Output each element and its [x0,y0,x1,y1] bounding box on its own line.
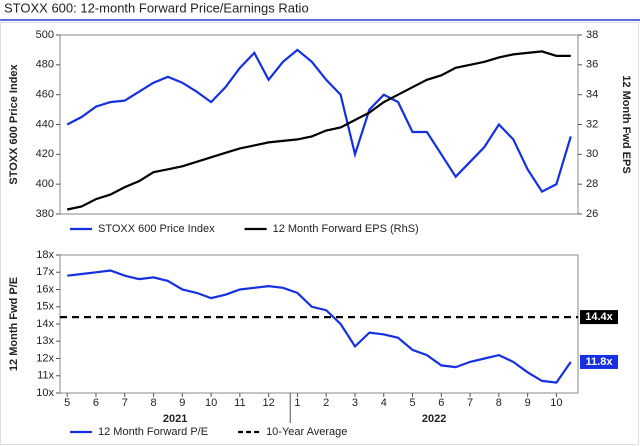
y-tick-label: 440 [36,118,54,130]
legend-label: 10-Year Average [266,426,347,438]
x-tick-label: 7 [122,397,128,409]
value-label: 11.8x [586,356,614,368]
x-tick-label: 11 [234,397,245,409]
y-tick-label: 460 [36,89,54,101]
y-tick-label: 480 [36,59,54,71]
x-tick-label: 7 [467,397,473,409]
y-tick-label: 420 [36,148,54,160]
y2-tick-label: 32 [586,118,598,130]
x-tick-label: 9 [525,397,531,409]
y2-tick-label: 36 [586,59,598,71]
x-tick-label: 3 [352,397,358,409]
y-tick-label: 400 [36,178,54,190]
y-tick-label: 13x [36,335,54,347]
legend-label: 12 Month Forward EPS (RhS) [273,223,419,235]
value-label: 14.4x [585,311,613,323]
y-tick-label: 11x [37,370,54,382]
x-tick-label: 4 [381,397,387,409]
x-tick-label: 5 [64,397,70,409]
x-tick-label: 12 [263,397,275,409]
frame [0,22,639,445]
y-axis-title: STOXX 600 Price Index [8,63,20,184]
y-tick-label: 380 [36,208,54,220]
y2-tick-label: 26 [586,208,598,220]
y-tick-label: 14x [36,318,54,330]
series-line [67,269,572,384]
legend-label: STOXX 600 Price Index [98,223,215,235]
x-tick-label: 2 [323,397,329,409]
x-tick-label: 8 [496,397,502,409]
y2-tick-label: 28 [586,178,598,190]
legend-label: 12 Month Forward P/E [98,426,208,438]
y2-tick-label: 34 [586,89,598,101]
y-tick-label: 12x [36,352,54,364]
y-tick-label: 16x [36,283,54,295]
x-tick-label: 6 [438,397,444,409]
x-tick-label: 8 [150,397,156,409]
series-line [66,48,572,194]
x-tick-label: 1 [294,397,300,409]
value-label-box [580,354,618,369]
year-label: 2021 [163,413,187,425]
x-tick-label: 9 [179,397,185,409]
y2-axis-title: 12 Month Fwd EPS [620,75,632,173]
y-axis-title: 12 Month Fwd P/E [8,277,20,371]
x-tick-label: 6 [93,397,99,409]
y-tick-label: 10x [36,387,54,399]
y-tick-label: 18x [36,249,54,261]
x-tick-label: 10 [550,397,562,409]
y2-tick-label: 38 [586,29,598,41]
x-tick-label: 5 [409,397,415,409]
chart-title: STOXX 600: 12-month Forward Price/Earnin… [4,0,309,15]
y-tick-label: 17x [36,266,54,278]
x-tick-label: 10 [205,397,217,409]
plot-area [59,254,579,394]
series-line [66,50,571,211]
y-tick-label: 500 [36,29,54,41]
year-label: 2022 [422,413,446,425]
value-label-box [580,310,618,325]
y-tick-label: 15x [36,301,54,313]
y2-tick-label: 30 [586,148,598,160]
